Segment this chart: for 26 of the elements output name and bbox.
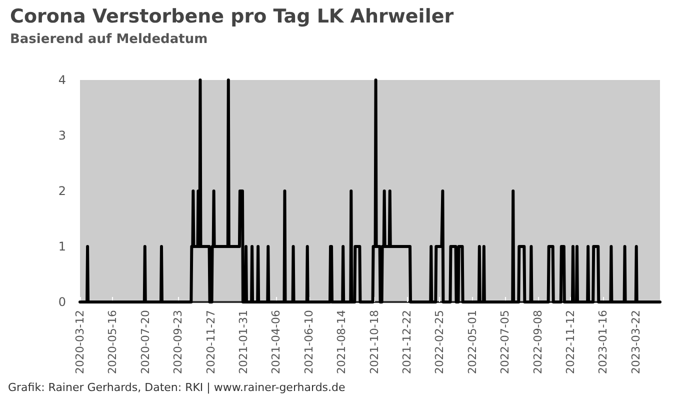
- x-tick-label: 2022-11-12: [564, 310, 577, 374]
- x-tick-label: 2020-07-20: [138, 310, 152, 374]
- x-tick-label: 2023-01-16: [596, 310, 610, 374]
- x-tick-label: 2022-05-01: [466, 310, 479, 374]
- x-tick-label: 2020-09-23: [172, 310, 185, 374]
- chart-subtitle: Basierend auf Meldedatum: [10, 32, 208, 47]
- text: Grafik: Rainer Gerhards, Daten: RKI | www.rainer-gerhards.de: [8, 381, 346, 394]
- y-tick-label: 1: [58, 240, 66, 254]
- x-tick-label: 2021-04-06: [270, 310, 283, 374]
- x-tick-label: 2021-01-31: [236, 310, 250, 374]
- x-tick-label: 2021-12-22: [400, 310, 414, 374]
- x-tick-label: 2021-08-14: [335, 310, 348, 374]
- x-tick-label: 2022-07-05: [498, 310, 512, 374]
- x-tick-label: 2021-10-18: [368, 310, 381, 374]
- y-tick-label: 4: [58, 73, 66, 87]
- x-tick-label: 2020-03-12: [74, 310, 86, 374]
- x-tick-label: 2020-11-27: [204, 310, 218, 374]
- chart-title: Corona Verstorbene pro Tag LK Ahrweiler: [10, 6, 454, 28]
- x-tick-label: 2021-06-10: [302, 310, 316, 374]
- x-tick-label: 2022-09-08: [531, 310, 544, 374]
- x-tick-label: 2023-03-22: [629, 310, 642, 374]
- y-tick-label: 0: [58, 295, 66, 309]
- y-tick-label: 2: [58, 184, 66, 198]
- x-tick-label: 2022-02-25: [433, 310, 446, 374]
- x-tick-label: 2020-05-16: [106, 310, 120, 374]
- y-tick-label: 3: [58, 128, 66, 142]
